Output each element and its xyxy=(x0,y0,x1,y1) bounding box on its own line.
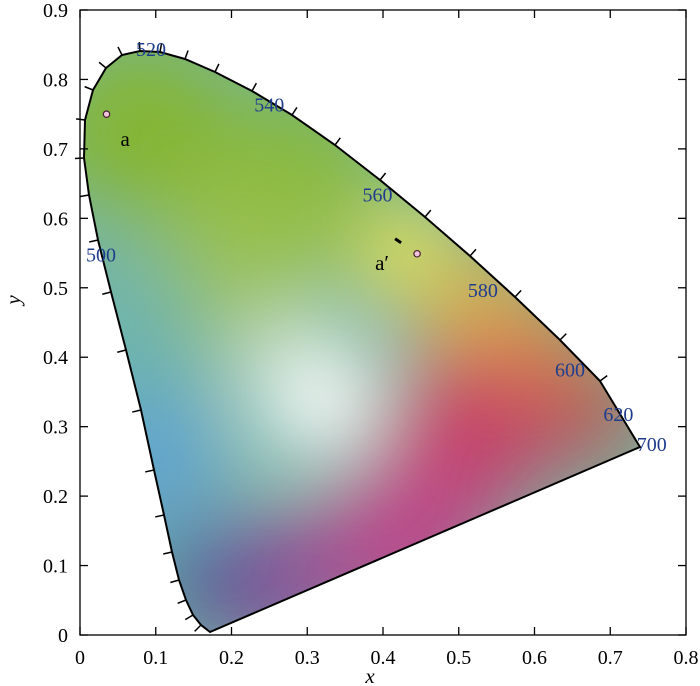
locus-tick-2 xyxy=(177,599,187,605)
locus-tick-9 xyxy=(102,291,112,295)
x-tick-label-6: 0.6 xyxy=(522,647,547,669)
locus-tick-25 xyxy=(424,209,432,218)
wavelength-label-560: 560 xyxy=(363,185,393,207)
x-tick-label-2: 0.2 xyxy=(219,647,244,669)
locus-tick-26 xyxy=(469,248,477,257)
wavelength-label-700: 700 xyxy=(637,434,667,456)
x-tick-label-7: 0.7 xyxy=(598,647,623,669)
color-region-10 xyxy=(155,535,245,625)
locus-tick-23 xyxy=(334,137,341,146)
locus-tick-11 xyxy=(80,194,90,198)
locus-tick-18 xyxy=(159,43,163,53)
y-tick-label-2: 0.2 xyxy=(43,486,68,508)
locus-tick-17 xyxy=(138,41,141,52)
locus-tick-10 xyxy=(89,239,99,243)
locus-tick-22 xyxy=(291,107,298,116)
locus-tick-7 xyxy=(132,409,142,413)
y-tick-label-0: 0 xyxy=(58,625,68,647)
wavelength-label-520: 520 xyxy=(136,39,166,61)
locus-tick-6 xyxy=(145,469,155,473)
locus-tick-3 xyxy=(170,579,180,584)
locus-tick-1 xyxy=(184,614,194,621)
white-point-region xyxy=(296,372,348,424)
locus-tick-24 xyxy=(379,172,387,181)
locus-tick-8 xyxy=(117,349,127,353)
data-point-0 xyxy=(102,110,111,118)
x-tick-label-3: 0.3 xyxy=(295,647,320,669)
locus-tick-16 xyxy=(117,46,123,56)
locus-tick-28 xyxy=(559,333,567,341)
y-tick-label-9: 0.9 xyxy=(43,0,68,22)
y-tick-label-3: 0.3 xyxy=(43,417,68,439)
data-points: a a′ xyxy=(102,110,421,275)
gamut-fill xyxy=(84,51,640,632)
y-axis-title: y xyxy=(1,295,25,307)
x-tick-labels: 0 0.1 0.2 0.3 0.4 0.5 0.6 0.7 0.8 xyxy=(75,647,699,669)
y-tick-label-7: 0.7 xyxy=(43,139,68,161)
y-tick-labels: 0 0.1 0.2 0.3 0.4 0.5 0.6 0.7 0.8 0.9 xyxy=(43,0,68,647)
yellow-region xyxy=(383,230,427,274)
wavelength-ticks xyxy=(74,41,608,632)
locus-tick-15 xyxy=(98,61,107,69)
wavelength-label-540: 540 xyxy=(254,94,284,116)
y-tick-label-1: 0.1 xyxy=(43,556,68,578)
locus-tick-19 xyxy=(184,50,189,60)
y-tick-label-6: 0.6 xyxy=(43,208,68,230)
locus-tick-4 xyxy=(163,551,173,555)
data-point-1 xyxy=(413,249,421,258)
y-tick-label-8: 0.8 xyxy=(43,69,68,91)
wavelength-label-580: 580 xyxy=(468,280,498,302)
locus-tick-0 xyxy=(194,624,202,632)
x-tick-label-0: 0 xyxy=(75,647,85,669)
locus-tick-20 xyxy=(214,63,220,73)
data-point-label-0: a xyxy=(121,127,131,151)
a-prime-marker xyxy=(394,237,402,244)
x-axis-title: x xyxy=(364,664,375,686)
wavelength-label-620: 620 xyxy=(603,404,633,426)
x-tick-label-4: 0.4 xyxy=(371,647,396,669)
locus-tick-21 xyxy=(251,82,258,92)
wavelength-label-500: 500 xyxy=(86,244,116,266)
x-tick-label-1: 0.1 xyxy=(143,647,168,669)
y-tick-label-4: 0.4 xyxy=(43,347,68,369)
x-tick-label-5: 0.5 xyxy=(446,647,471,669)
x-tick-label-8: 0.8 xyxy=(674,647,699,669)
axis-ticks xyxy=(79,9,687,636)
locus-tick-29 xyxy=(599,375,608,382)
locus-tick-5 xyxy=(155,514,165,518)
locus-tick-14 xyxy=(84,85,94,91)
data-point-label-1: a′ xyxy=(375,251,389,275)
wavelength-label-600: 600 xyxy=(555,360,585,382)
locus-tick-27 xyxy=(514,289,522,298)
color-region-8 xyxy=(315,455,485,625)
y-tick-label-5: 0.5 xyxy=(43,278,68,300)
